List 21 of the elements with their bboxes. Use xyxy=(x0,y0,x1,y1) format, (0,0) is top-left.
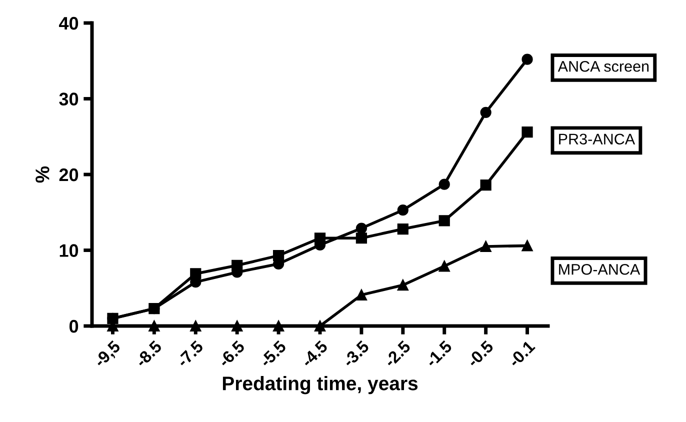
x-tick-label: -3.5 xyxy=(342,340,370,368)
x-tick-label: -8.5 xyxy=(134,340,163,368)
series-label: MPO-ANCA xyxy=(559,264,640,275)
series-label: PR3-ANCA xyxy=(559,134,636,145)
x-tick-label: -0.1 xyxy=(508,340,536,368)
x-tick-label: -1.5 xyxy=(424,340,453,368)
x-tick-label: -2.5 xyxy=(383,340,412,368)
x-tick-label: -5.5 xyxy=(259,340,287,368)
y-tick-label: 20 xyxy=(59,168,78,182)
x-tick-label: -4.5 xyxy=(300,340,328,368)
y-tick-label: 0 xyxy=(69,320,78,333)
y-axis-title: % xyxy=(36,166,50,183)
x-axis-title: Predating time, years xyxy=(222,376,418,394)
x-tick-label: -7.5 xyxy=(176,340,204,368)
x-tick-label: -9,5 xyxy=(93,340,123,370)
x-tick-label: -6.5 xyxy=(218,340,246,368)
series-label: ANCA screen xyxy=(558,60,649,72)
y-tick-label: 30 xyxy=(59,92,78,106)
y-tick-label: 40 xyxy=(59,16,78,30)
x-tick-label: -0.5 xyxy=(466,340,494,368)
y-tick-label: 10 xyxy=(60,244,78,257)
